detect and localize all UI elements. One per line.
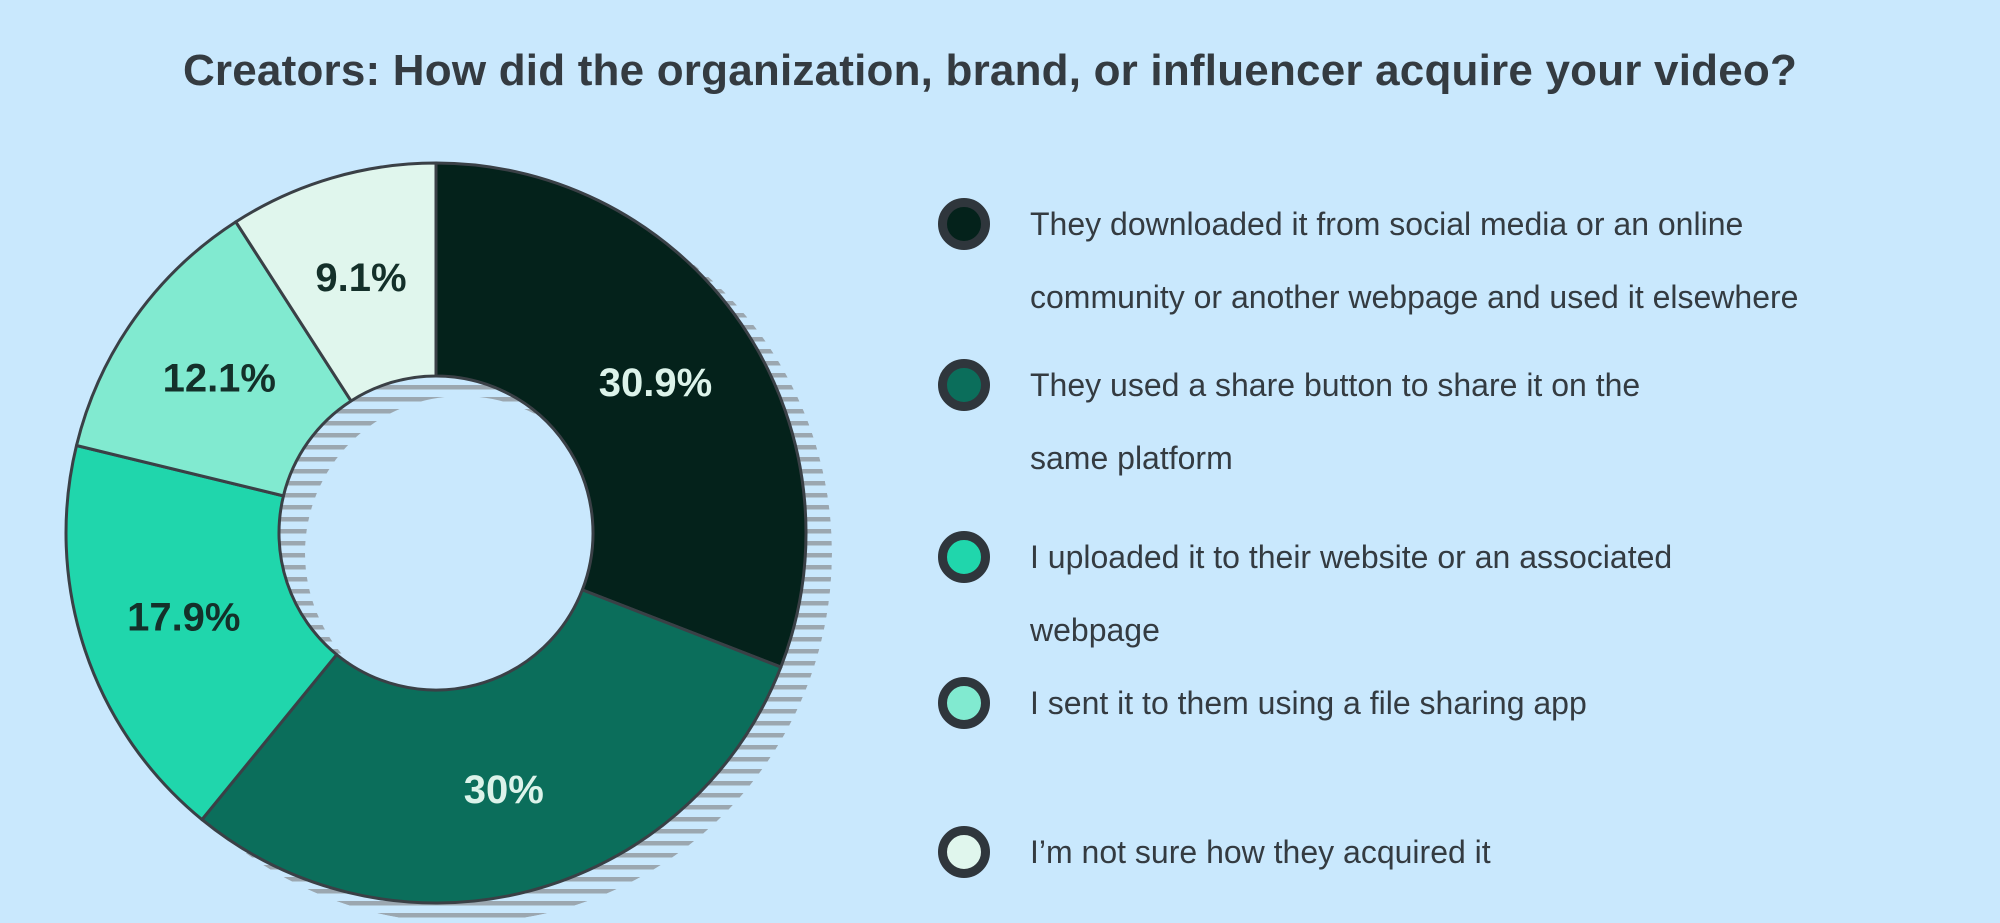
slice-percentage-label: 12.1% [163, 357, 276, 401]
legend-label-line: I’m not sure how they acquired it [1030, 834, 1491, 870]
legend-label-line: webpage [1030, 612, 1160, 648]
legend-label-line: They downloaded it from social media or … [1030, 206, 1744, 242]
legend-item: I uploaded it to their website or an ass… [938, 521, 1978, 667]
legend-marker-icon [938, 531, 990, 583]
legend-label-line: I sent it to them using a file sharing a… [1030, 685, 1587, 721]
pie-slice [75, 220, 353, 498]
legend-item: I’m not sure how they acquired it [938, 816, 1978, 889]
legend-label-line: I uploaded it to their website or an ass… [1030, 539, 1673, 575]
donut-chart: 30.9% 30% 17.9% 12.1% 9.1% [64, 161, 832, 923]
slice-percentage-label: 30.9% [599, 361, 712, 405]
chart-legend: They downloaded it from social media or … [938, 188, 1978, 889]
legend-item: They downloaded it from social media or … [938, 188, 1978, 334]
pie-slice [434, 161, 808, 669]
pie-slice [64, 444, 339, 822]
legend-marker-icon [938, 198, 990, 250]
legend-label: I’m not sure how they acquired it [1030, 816, 1491, 889]
legend-label-line: same platform [1030, 440, 1233, 476]
legend-label-line: They used a share button to share it on … [1030, 367, 1641, 403]
legend-label: I uploaded it to their website or an ass… [1030, 521, 1672, 667]
legend-marker-icon [938, 826, 990, 878]
pie-slice [200, 588, 783, 905]
slice-percentage-label: 17.9% [127, 596, 240, 640]
legend-label: They used a share button to share it on … [1030, 349, 1640, 495]
legend-item: They used a share button to share it on … [938, 349, 1978, 495]
legend-label-line: community or another webpage and used it… [1030, 279, 1799, 315]
slice-percentage-label: 30% [464, 768, 544, 812]
legend-marker-icon [938, 677, 990, 729]
slice-percentage-label: 9.1% [315, 256, 406, 300]
chart-title: Creators: How did the organization, bran… [182, 46, 1798, 95]
legend-label: I sent it to them using a file sharing a… [1030, 667, 1587, 740]
pie-slice [234, 161, 438, 403]
legend-label: They downloaded it from social media or … [1030, 188, 1798, 334]
legend-item: I sent it to them using a file sharing a… [938, 667, 1978, 740]
legend-marker-icon [938, 359, 990, 411]
